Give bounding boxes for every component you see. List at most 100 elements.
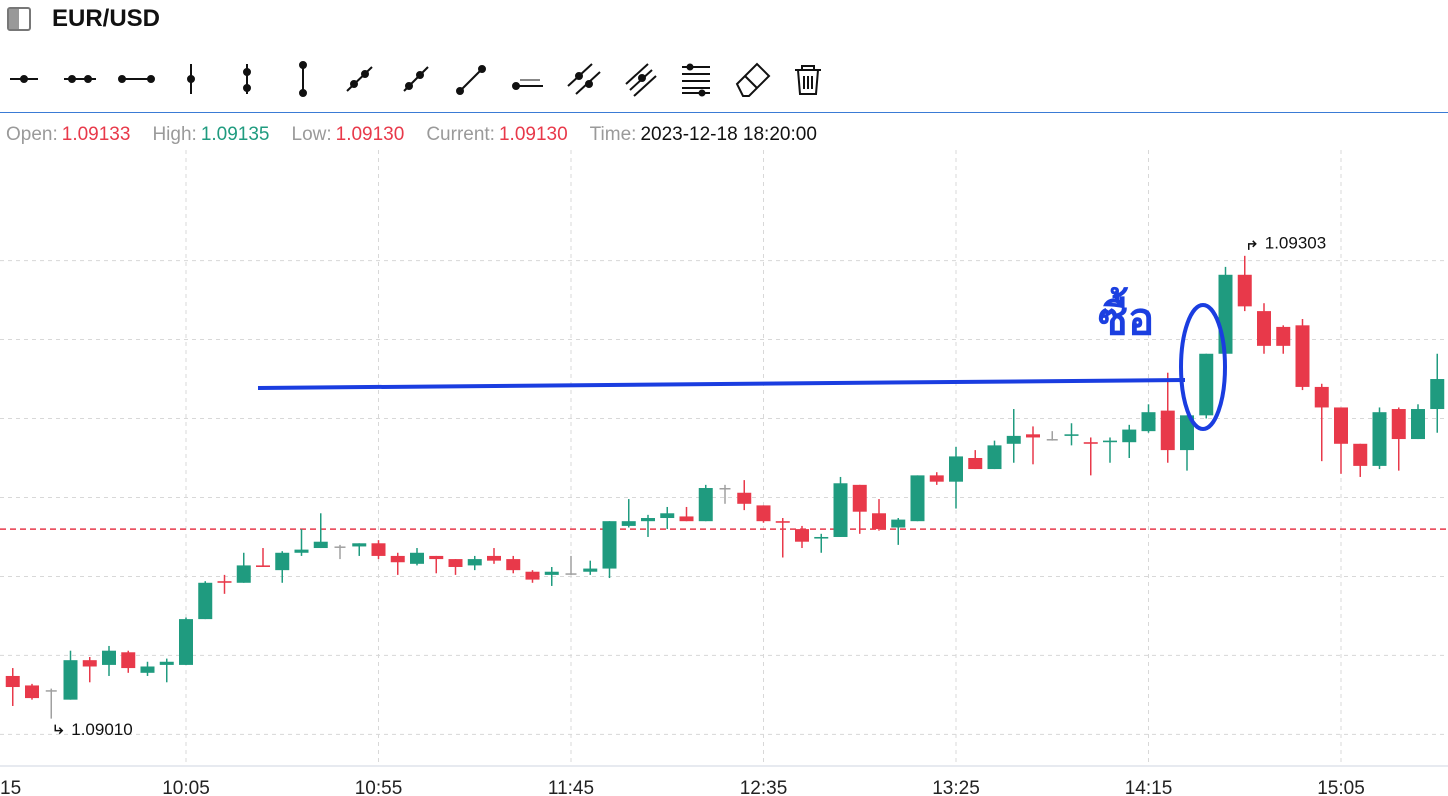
candle-body bbox=[872, 513, 886, 530]
candle-body bbox=[602, 521, 617, 569]
tool-parallel[interactable] bbox=[567, 63, 601, 95]
tool-ray[interactable] bbox=[346, 66, 373, 92]
candle-body bbox=[621, 521, 636, 526]
candle-body bbox=[334, 546, 346, 548]
candle-body bbox=[737, 492, 752, 504]
candle-body bbox=[45, 690, 57, 692]
candle-body bbox=[1083, 442, 1098, 444]
info-value: 2023-12-18 18:20:00 bbox=[640, 124, 817, 145]
info-item: Time: 2023-12-18 18:20:00 bbox=[590, 124, 817, 145]
extreme-arrow bbox=[1248, 240, 1257, 250]
symbol-title: EUR/USD bbox=[52, 5, 161, 32]
candle-body bbox=[467, 559, 482, 566]
candle-body bbox=[121, 652, 136, 669]
candle-body bbox=[371, 543, 386, 556]
candle-body bbox=[1237, 274, 1252, 307]
candle-body bbox=[929, 475, 944, 482]
candle-body bbox=[390, 555, 405, 563]
header: EUR/USD bbox=[0, 0, 1448, 40]
candle-body bbox=[795, 529, 809, 542]
info-item: Open: 1.09133 bbox=[6, 124, 130, 145]
candle-body bbox=[140, 666, 155, 673]
tool-vertical-dot[interactable] bbox=[187, 64, 195, 94]
extreme-label: 1.09303 bbox=[1265, 233, 1326, 252]
candle-body bbox=[565, 573, 577, 575]
toolbar[interactable] bbox=[10, 61, 821, 97]
tool-segment[interactable] bbox=[118, 75, 155, 83]
candle-body bbox=[583, 568, 598, 572]
candle-body bbox=[1276, 326, 1291, 346]
x-tick-label: 11:45 bbox=[548, 778, 594, 796]
tool-ray-end[interactable] bbox=[403, 66, 429, 92]
candle-body bbox=[1314, 386, 1329, 408]
candle-body bbox=[487, 555, 501, 561]
candle-body bbox=[1199, 353, 1214, 416]
drawn-text: ซื้อ bbox=[1098, 286, 1154, 345]
tool-two-dot-line[interactable] bbox=[64, 75, 96, 83]
candle-body bbox=[660, 513, 675, 519]
candle-body bbox=[719, 488, 731, 490]
info-value: 1.09133 bbox=[61, 124, 131, 145]
tool-trend-line[interactable] bbox=[456, 65, 486, 95]
candle-body bbox=[82, 660, 97, 667]
extreme-label: 1.09010 bbox=[71, 720, 132, 739]
tool-vertical-segment[interactable] bbox=[299, 61, 307, 97]
candle-body bbox=[1353, 443, 1368, 466]
candle-body bbox=[256, 565, 270, 567]
tool-dot-line[interactable] bbox=[10, 75, 38, 83]
candle-body bbox=[1218, 274, 1233, 354]
info-value: 1.09135 bbox=[200, 124, 270, 145]
candle-body bbox=[698, 488, 713, 522]
info-item: High: 1.09135 bbox=[152, 124, 269, 145]
candle-body bbox=[1295, 325, 1310, 387]
candle-body bbox=[910, 475, 925, 522]
tool-channel[interactable] bbox=[625, 63, 657, 97]
candle-body bbox=[159, 661, 174, 665]
plot: 15 10:05 10:55 11:45 12:35 13:25 14:15 15:05 1.0… bbox=[0, 150, 1448, 796]
candle-body bbox=[102, 650, 116, 665]
tool-price-line[interactable] bbox=[512, 79, 543, 90]
tool-delete[interactable] bbox=[795, 65, 821, 95]
candle-body bbox=[833, 483, 848, 537]
candle-body bbox=[63, 660, 78, 700]
candle-body bbox=[525, 571, 540, 580]
x-tick-label: 15 bbox=[0, 778, 21, 796]
candle-body bbox=[679, 516, 694, 522]
candle-body bbox=[448, 559, 463, 567]
x-tick-label: 10:55 bbox=[355, 778, 403, 796]
info-label: Open: bbox=[6, 124, 58, 145]
candle-body bbox=[1180, 415, 1194, 451]
candle-body bbox=[852, 484, 867, 512]
candle-body bbox=[641, 518, 655, 522]
candle-body bbox=[410, 552, 424, 564]
candle-body bbox=[1334, 407, 1348, 444]
candle-body bbox=[949, 456, 963, 482]
candle-body bbox=[429, 555, 444, 560]
x-tick-label: 12:35 bbox=[740, 778, 788, 796]
tool-eraser[interactable] bbox=[735, 62, 771, 97]
candle-body bbox=[1103, 440, 1117, 443]
candle-body bbox=[5, 675, 20, 688]
candle-body bbox=[1160, 410, 1175, 451]
candle-body bbox=[236, 565, 251, 583]
candle-body bbox=[1046, 439, 1058, 441]
candle-body bbox=[1372, 412, 1387, 466]
tool-vertical-two-dot[interactable] bbox=[243, 64, 251, 94]
candle-body bbox=[987, 445, 1002, 470]
x-tick-label: 14:15 bbox=[1125, 778, 1173, 796]
candle-body bbox=[1430, 379, 1445, 410]
ohlc-info: Open: 1.09133 High: 1.09135 Low: 1.09130 Curre… bbox=[6, 124, 839, 146]
candle-body bbox=[968, 458, 983, 470]
candle-body bbox=[1026, 434, 1040, 438]
candle-body bbox=[1141, 412, 1156, 432]
info-label: Low: bbox=[291, 124, 332, 145]
candle-body bbox=[1411, 409, 1425, 440]
candle-body bbox=[1122, 429, 1137, 443]
info-label: Current: bbox=[426, 124, 495, 145]
x-tick-label: 10:05 bbox=[162, 778, 210, 796]
info-item: Current: 1.09130 bbox=[426, 124, 567, 145]
tool-fib[interactable] bbox=[682, 63, 710, 97]
candle-body bbox=[891, 519, 906, 528]
